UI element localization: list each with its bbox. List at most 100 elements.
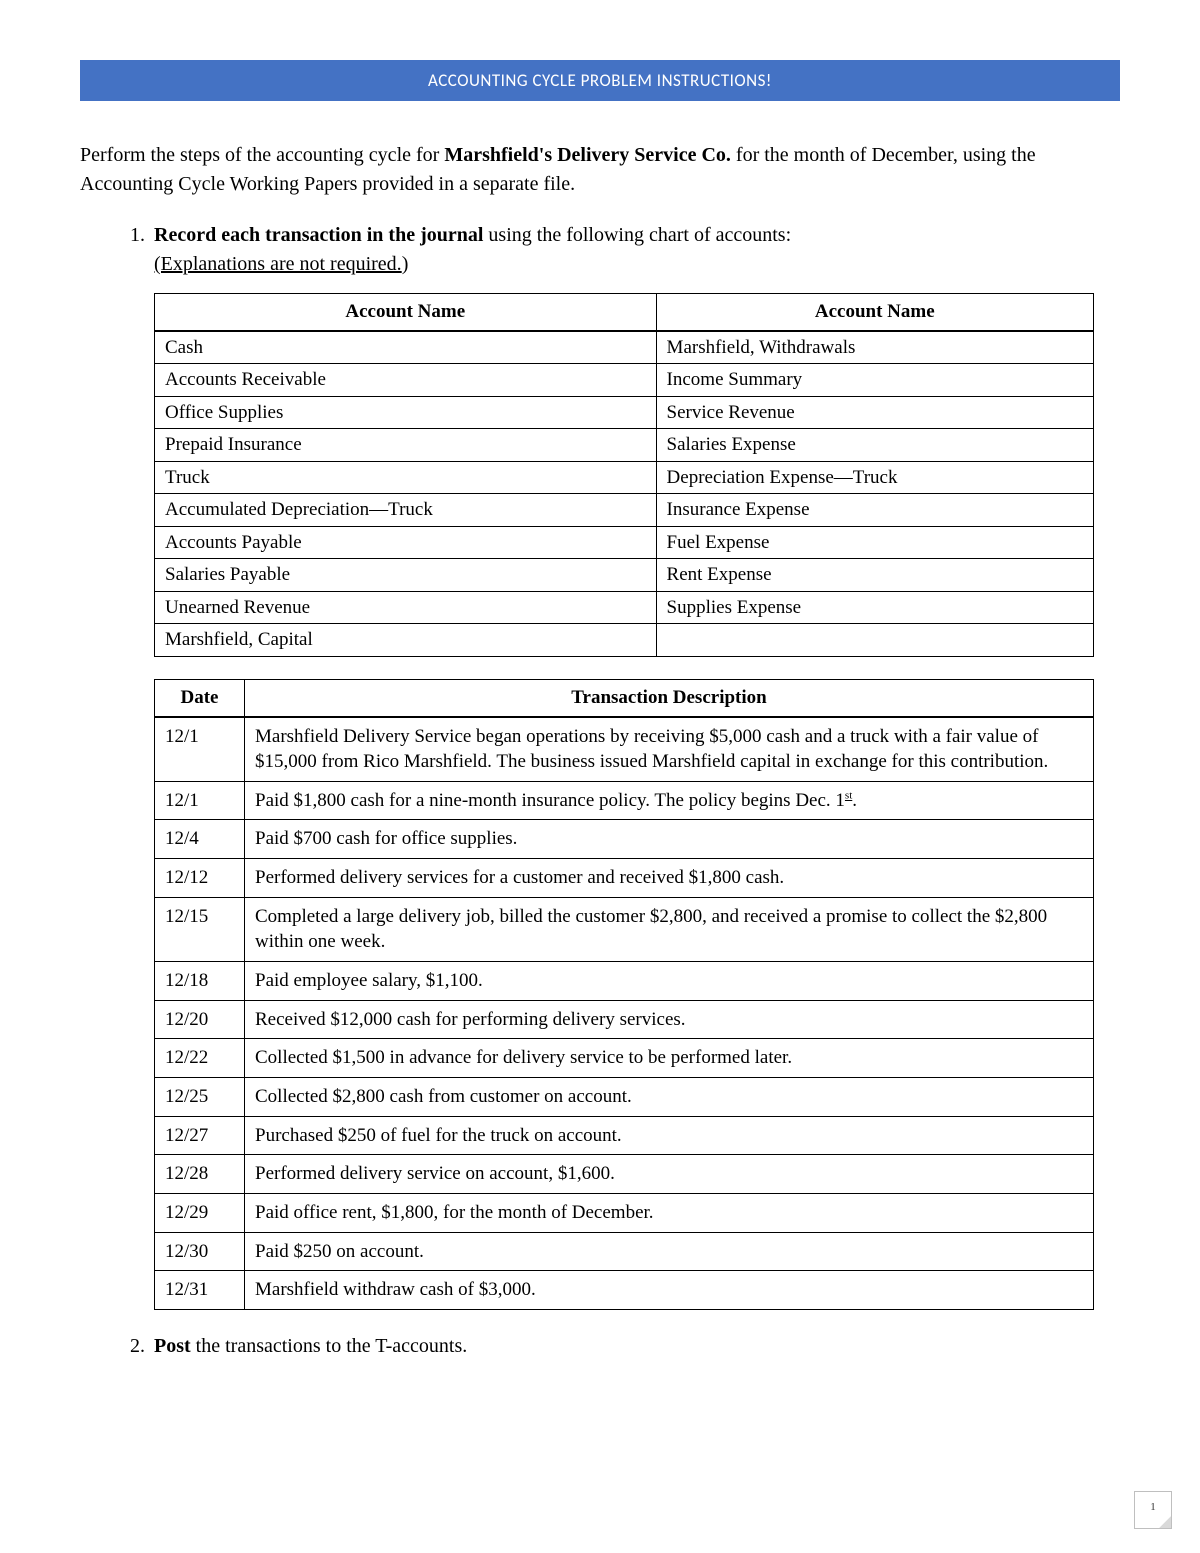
accounts-cell: Income Summary [656, 364, 1093, 397]
accounts-cell: Fuel Expense [656, 526, 1093, 559]
accounts-cell: Supplies Expense [656, 591, 1093, 624]
accounts-row: Accounts PayableFuel Expense [155, 526, 1094, 559]
step1-note-close: ) [402, 253, 409, 275]
transaction-desc: Marshfield withdraw cash of $3,000. [245, 1271, 1094, 1310]
trans-header-row: Date Transaction Description [155, 680, 1094, 717]
transaction-row: 12/30Paid $250 on account. [155, 1232, 1094, 1271]
transaction-desc-text: Collected $2,800 cash from customer on a… [255, 1086, 632, 1107]
transaction-desc-text: Completed a large delivery job, billed t… [255, 906, 1047, 953]
transaction-row: 12/12Performed delivery services for a c… [155, 859, 1094, 898]
transaction-desc: Purchased $250 of fuel for the truck on … [245, 1116, 1094, 1155]
transaction-row: 12/15Completed a large delivery job, bil… [155, 897, 1094, 961]
accounts-cell: Accounts Payable [155, 526, 657, 559]
accounts-row: Prepaid InsuranceSalaries Expense [155, 429, 1094, 462]
page-number: 1 [1150, 1501, 1156, 1513]
transaction-date: 12/29 [155, 1193, 245, 1232]
transaction-desc-suffix: . [852, 790, 857, 811]
accounts-cell: Insurance Expense [656, 494, 1093, 527]
accounts-cell: Unearned Revenue [155, 591, 657, 624]
document-page: ACCOUNTING CYCLE PROBLEM INSTRUCTIONS! P… [0, 0, 1200, 1553]
banner-title: ACCOUNTING CYCLE PROBLEM INSTRUCTIONS! [428, 70, 772, 91]
transaction-desc-text: Performed delivery service on account, $… [255, 1163, 615, 1184]
transaction-desc: Completed a large delivery job, billed t… [245, 897, 1094, 961]
accounts-cell: Truck [155, 461, 657, 494]
accounts-cell [656, 624, 1093, 657]
transactions-table: Date Transaction Description 12/1Marshfi… [154, 679, 1094, 1310]
accounts-cell: Rent Expense [656, 559, 1093, 592]
accounts-row: Unearned RevenueSupplies Expense [155, 591, 1094, 624]
intro-pre: Perform the steps of the accounting cycl… [80, 144, 444, 166]
transaction-date: 12/28 [155, 1155, 245, 1194]
transaction-date: 12/22 [155, 1039, 245, 1078]
transaction-desc: Paid office rent, $1,800, for the month … [245, 1193, 1094, 1232]
accounts-cell: Cash [155, 331, 657, 364]
accounts-cell: Prepaid Insurance [155, 429, 657, 462]
accounts-row: CashMarshfield, Withdrawals [155, 331, 1094, 364]
step-2: Post the transactions to the T-accounts. [150, 1332, 1120, 1361]
accounts-header-left: Account Name [155, 294, 657, 331]
transaction-desc: Paid $700 cash for office supplies. [245, 820, 1094, 859]
accounts-cell: Accounts Receivable [155, 364, 657, 397]
accounts-cell: Marshfield, Capital [155, 624, 657, 657]
transaction-desc-text: Marshfield withdraw cash of $3,000. [255, 1279, 536, 1300]
transaction-date: 12/20 [155, 1000, 245, 1039]
banner: ACCOUNTING CYCLE PROBLEM INSTRUCTIONS! [80, 60, 1120, 101]
accounts-header-right: Account Name [656, 294, 1093, 331]
accounts-cell: Office Supplies [155, 396, 657, 429]
steps-list: Record each transaction in the journal u… [80, 221, 1120, 1361]
transaction-desc-text: Paid office rent, $1,800, for the month … [255, 1202, 654, 1223]
transaction-date: 12/1 [155, 781, 245, 820]
accounts-cell: Accumulated Depreciation—Truck [155, 494, 657, 527]
transaction-desc: Paid $250 on account. [245, 1232, 1094, 1271]
transaction-row: 12/1Marshfield Delivery Service began op… [155, 717, 1094, 782]
transaction-row: 12/1 Paid $1,800 cash for a nine-month in… [155, 781, 1094, 820]
transaction-date: 12/31 [155, 1271, 245, 1310]
accounts-cell: Marshfield, Withdrawals [656, 331, 1093, 364]
transaction-desc-text: Paid employee salary, $1,100. [255, 970, 483, 991]
accounts-row: Marshfield, Capital [155, 624, 1094, 657]
trans-header-date: Date [155, 680, 245, 717]
transaction-desc: Received $12,000 cash for performing del… [245, 1000, 1094, 1039]
transaction-date: 12/18 [155, 962, 245, 1001]
transaction-desc: Paid employee salary, $1,100. [245, 962, 1094, 1001]
accounts-row: Accounts ReceivableIncome Summary [155, 364, 1094, 397]
transaction-desc-text: Collected $1,500 in advance for delivery… [255, 1047, 792, 1068]
accounts-row: Office SuppliesService Revenue [155, 396, 1094, 429]
transaction-desc-text: Marshfield Delivery Service began operat… [255, 726, 1048, 773]
transaction-row: 12/4 Paid $700 cash for office supplies. [155, 820, 1094, 859]
step-1: Record each transaction in the journal u… [150, 221, 1120, 1310]
transaction-date: 12/25 [155, 1077, 245, 1116]
accounts-cell: Depreciation Expense—Truck [656, 461, 1093, 494]
accounts-cell: Service Revenue [656, 396, 1093, 429]
transaction-row: 12/25 Collected $2,800 cash from customer… [155, 1077, 1094, 1116]
accounts-cell: Salaries Payable [155, 559, 657, 592]
transaction-desc: Performed delivery services for a custom… [245, 859, 1094, 898]
transaction-desc-text: Paid $1,800 cash for a nine-month insura… [255, 790, 845, 811]
transaction-date: 12/15 [155, 897, 245, 961]
step2-rest: the transactions to the T-accounts. [191, 1335, 468, 1357]
transaction-row: 12/29 Paid office rent, $1,800, for the m… [155, 1193, 1094, 1232]
transaction-desc-text: Paid $700 cash for office supplies. [255, 828, 517, 849]
accounts-row: Accumulated Depreciation—TruckInsurance … [155, 494, 1094, 527]
page-fold-icon-2 [1159, 1516, 1171, 1528]
trans-header-desc: Transaction Description [245, 680, 1094, 717]
transaction-desc: Collected $2,800 cash from customer on a… [245, 1077, 1094, 1116]
transaction-row: 12/28 Performed delivery service on accou… [155, 1155, 1094, 1194]
transaction-row: 12/31 Marshfield withdraw cash of $3,000. [155, 1271, 1094, 1310]
accounts-header-row: Account Name Account Name [155, 294, 1094, 331]
intro-paragraph: Perform the steps of the accounting cycl… [80, 141, 1120, 199]
accounts-row: TruckDepreciation Expense—Truck [155, 461, 1094, 494]
step1-note-underlined: (Explanations are not required. [154, 253, 402, 275]
transaction-date: 12/1 [155, 717, 245, 782]
intro-company: Marshfield's Delivery Service Co. [444, 144, 731, 166]
step2-bold: Post [154, 1335, 191, 1357]
transaction-desc: Performed delivery service on account, $… [245, 1155, 1094, 1194]
accounts-table: Account Name Account Name CashMarshfield… [154, 293, 1094, 657]
transaction-date: 12/27 [155, 1116, 245, 1155]
transaction-desc: Paid $1,800 cash for a nine-month insura… [245, 781, 1094, 820]
transaction-date: 12/4 [155, 820, 245, 859]
transaction-desc-text: Received $12,000 cash for performing del… [255, 1009, 686, 1030]
transaction-desc-text: Purchased $250 of fuel for the truck on … [255, 1125, 622, 1146]
transaction-date: 12/12 [155, 859, 245, 898]
transaction-date: 12/30 [155, 1232, 245, 1271]
